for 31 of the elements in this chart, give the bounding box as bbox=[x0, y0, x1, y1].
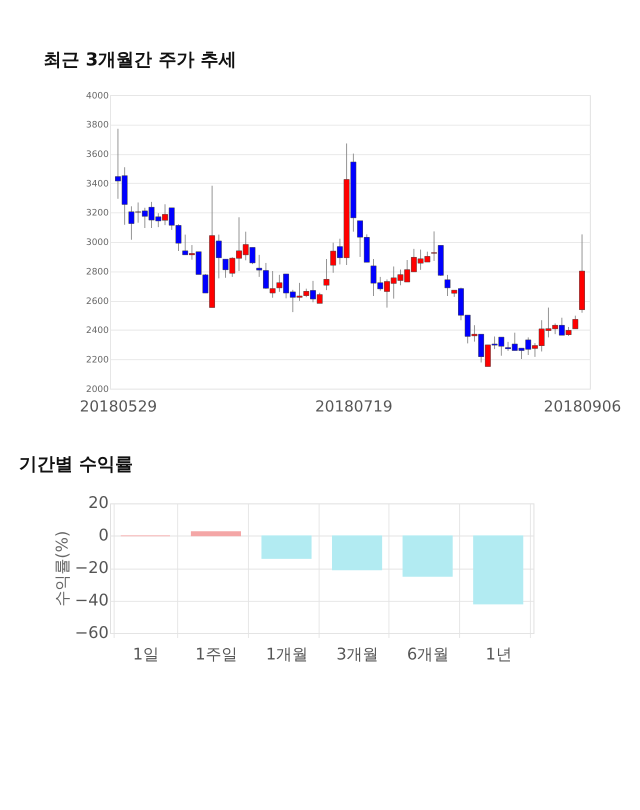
y-tick-label: 3400 bbox=[86, 179, 110, 190]
x-tick-label: 6개월 bbox=[406, 644, 450, 664]
y-tick-label: 2400 bbox=[86, 326, 110, 336]
y-axis-title: 수익률(%) bbox=[52, 530, 72, 607]
y-tick-label: 3200 bbox=[86, 208, 110, 219]
y-tick-label: 2200 bbox=[86, 356, 110, 366]
y-tick-label: −20 bbox=[74, 558, 109, 578]
y-tick-label: 2800 bbox=[86, 267, 110, 278]
x-tick-label: 1일 bbox=[132, 644, 159, 664]
y-tick-label: 2600 bbox=[86, 296, 110, 307]
y-tick-label: 2000 bbox=[86, 384, 110, 395]
candlestick bbox=[444, 274, 450, 296]
x-tick-label: 20180719 bbox=[315, 398, 392, 416]
y-tick-label: 0 bbox=[98, 526, 109, 545]
x-tick-label: 20180529 bbox=[80, 398, 158, 416]
y-tick-label: 20 bbox=[88, 493, 109, 512]
chart-title: 기간별 수익률 bbox=[18, 454, 134, 476]
y-tick-label: 3000 bbox=[86, 238, 110, 248]
x-tick-label: 1년 bbox=[486, 644, 512, 664]
x-tick-label: 20180906 bbox=[544, 398, 622, 416]
y-tick-label: 3600 bbox=[86, 150, 110, 160]
x-tick-label: 3개월 bbox=[336, 644, 379, 664]
candlestick bbox=[572, 315, 578, 330]
y-tick-label: −40 bbox=[74, 590, 109, 610]
x-tick-label: 1개월 bbox=[266, 644, 308, 664]
y-tick-label: −60 bbox=[74, 623, 109, 642]
y-tick-label: 3800 bbox=[86, 120, 110, 131]
chart-title: 최근 3개월간 주가 추세 bbox=[43, 50, 237, 71]
candlestick bbox=[324, 258, 330, 291]
x-tick-label: 1주일 bbox=[195, 644, 238, 664]
y-tick-label: 4000 bbox=[86, 91, 110, 102]
